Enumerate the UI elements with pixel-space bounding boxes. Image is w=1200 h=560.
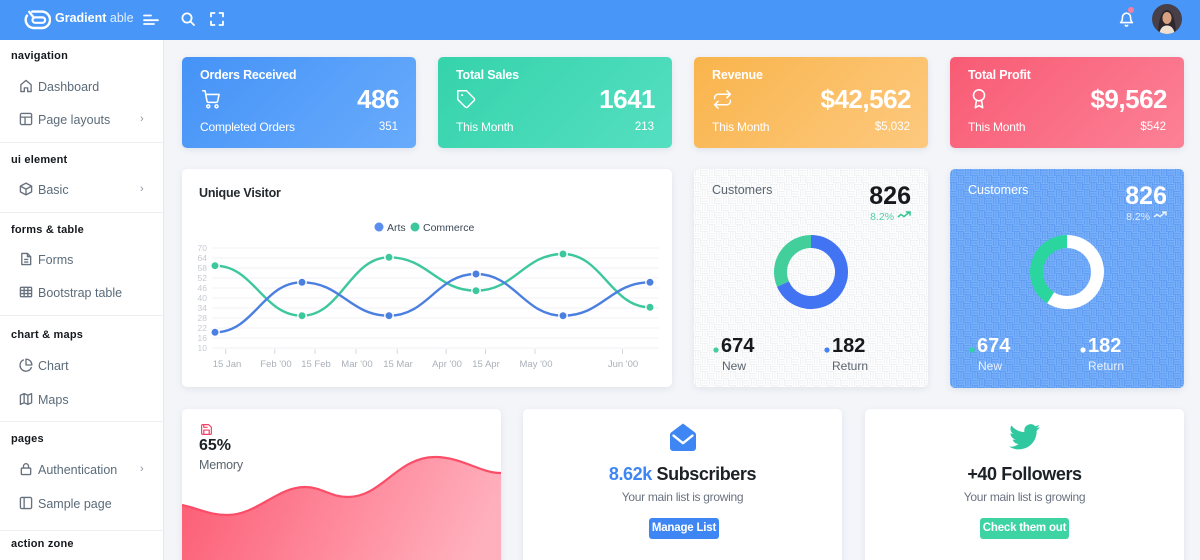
svg-text:58: 58 xyxy=(198,263,208,273)
svg-text:46: 46 xyxy=(198,283,208,293)
svg-text:34: 34 xyxy=(198,303,208,313)
svg-text:52: 52 xyxy=(198,273,208,283)
svg-text:64: 64 xyxy=(198,253,208,263)
svg-text:70: 70 xyxy=(198,243,208,253)
svg-text:May '00: May '00 xyxy=(520,359,553,370)
svg-text:Jun '00: Jun '00 xyxy=(608,359,638,370)
svg-text:15 Apr: 15 Apr xyxy=(472,359,499,370)
svg-text:16: 16 xyxy=(198,333,208,343)
svg-text:28: 28 xyxy=(198,313,208,323)
svg-text:Feb '00: Feb '00 xyxy=(260,359,291,370)
svg-text:Mar '00: Mar '00 xyxy=(341,359,372,370)
svg-text:22: 22 xyxy=(198,323,208,333)
svg-text:40: 40 xyxy=(198,293,208,303)
svg-text:15 Jan: 15 Jan xyxy=(213,359,242,370)
svg-text:Arts: Arts xyxy=(387,222,406,234)
svg-text:15 Mar: 15 Mar xyxy=(383,359,413,370)
svg-text:10: 10 xyxy=(198,343,208,353)
svg-text:15 Feb: 15 Feb xyxy=(301,359,331,370)
svg-text:Apr '00: Apr '00 xyxy=(432,359,462,370)
svg-text:Commerce: Commerce xyxy=(423,222,475,234)
